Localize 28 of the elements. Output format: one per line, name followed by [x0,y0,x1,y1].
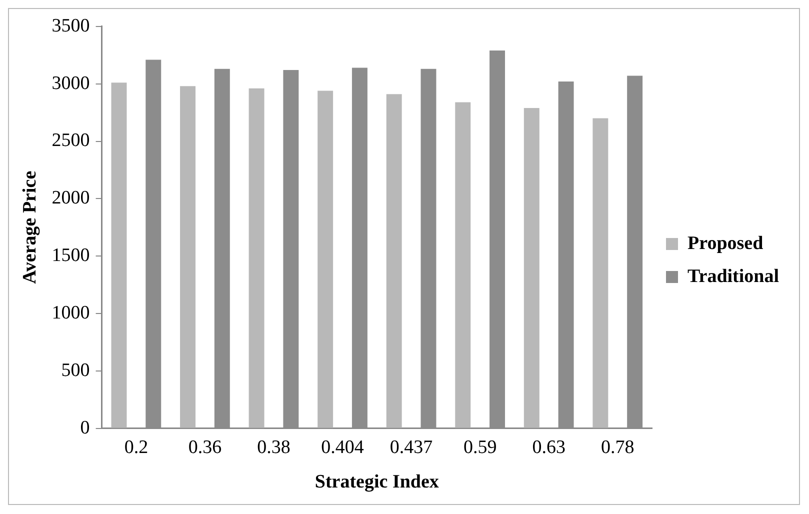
y-tick-label: 500 [61,360,90,381]
x-tick-label: 0.2 [124,436,148,458]
x-tick-label: 0.437 [390,436,433,458]
bar [248,88,264,428]
bar [318,90,334,428]
y-tick-label: 1000 [52,302,90,324]
y-tick-label: 3000 [52,72,90,94]
y-tick-label: 2000 [52,188,90,209]
x-tick-label: 0.63 [532,436,566,458]
x-tick-label: 0.59 [463,436,497,458]
bar [592,118,608,428]
x-tick-label: 0.78 [600,436,634,458]
bar [386,94,402,428]
y-tick-label: 1500 [52,245,90,266]
x-tick-label: 0.38 [257,436,290,458]
x-tick-label: 0.36 [188,436,222,458]
bar [455,102,471,428]
y-tick-label: 2500 [52,130,90,152]
bar [180,86,196,428]
x-axis-title: Strategic Index [314,472,440,493]
bar [524,108,540,428]
y-axis-title: Average Price [19,170,40,284]
y-tick-label: 3500 [52,15,90,36]
legend-label: Traditional [688,266,780,287]
bar [111,82,127,428]
y-tick-label: 0 [80,417,90,438]
legend-label: Proposed [688,232,764,254]
x-tick-label: 0.404 [321,436,364,458]
